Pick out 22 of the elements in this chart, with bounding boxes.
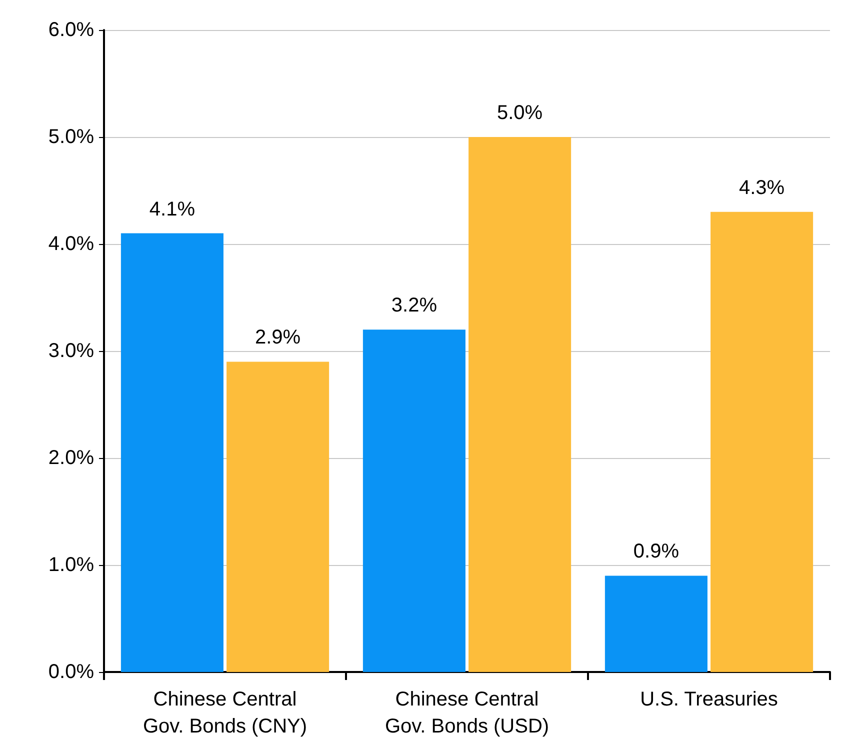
data-label: 4.1% bbox=[149, 198, 196, 220]
y-tick-label: 4.0% bbox=[48, 233, 94, 255]
x-tick-label: Chinese Central Gov. Bonds (USD) bbox=[384, 688, 550, 738]
data-label: 2.9% bbox=[255, 326, 301, 349]
y-tick-label: 6.0% bbox=[48, 19, 94, 41]
bar bbox=[468, 137, 572, 672]
data-label: 5.0% bbox=[497, 102, 543, 124]
bar bbox=[604, 576, 708, 672]
data-label: 0.9% bbox=[633, 540, 680, 563]
bar bbox=[710, 212, 814, 672]
x-tick-label: U.S. Treasuries bbox=[640, 688, 778, 710]
y-tick-label: 5.0% bbox=[48, 126, 94, 148]
y-tick-label: 3.0% bbox=[48, 340, 94, 362]
bar bbox=[226, 362, 330, 672]
bar bbox=[120, 233, 224, 672]
y-tick-label: 1.0% bbox=[48, 554, 94, 576]
x-tick-label: Chinese Central Gov. Bonds (CNY) bbox=[142, 688, 308, 738]
y-tick-label: 0.0% bbox=[48, 661, 94, 683]
y-tick-label: 2.0% bbox=[48, 447, 94, 469]
data-label: 4.3% bbox=[739, 176, 785, 199]
bar bbox=[362, 330, 466, 672]
data-label: 3.2% bbox=[391, 294, 438, 317]
